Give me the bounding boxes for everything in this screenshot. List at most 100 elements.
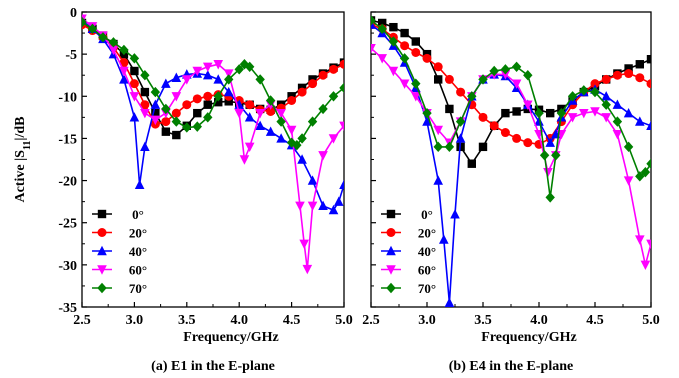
data-point (478, 142, 488, 152)
data-point (234, 64, 244, 75)
data-point (265, 126, 276, 136)
data-point (456, 87, 466, 97)
series-1 (82, 20, 344, 129)
data-point (422, 53, 432, 63)
data-point (433, 125, 443, 136)
data-point (500, 64, 511, 75)
data-point (244, 61, 255, 72)
legend-entry: 60° (418, 263, 436, 278)
x-tick-label: 3.5 (474, 313, 492, 328)
data-point (444, 141, 455, 153)
data-point (646, 120, 651, 130)
data-point (601, 74, 611, 84)
y-tick-label: -20 (58, 175, 77, 190)
data-point (500, 70, 511, 80)
legend-entry: 70° (418, 281, 436, 296)
x-tick-label: 3.0 (418, 313, 436, 328)
series-2 (371, 19, 651, 307)
data-point (371, 44, 376, 54)
data-point (450, 209, 460, 219)
data-point (467, 91, 477, 102)
data-point (244, 112, 255, 122)
data-point (623, 141, 634, 153)
data-point (399, 79, 410, 89)
series-line (371, 23, 651, 303)
data-point (328, 204, 339, 215)
data-point (328, 134, 339, 144)
x-axis-label: Frequency/GHz (183, 330, 278, 345)
data-point (545, 137, 555, 147)
data-point (150, 115, 161, 126)
data-point (623, 176, 634, 186)
series-line (371, 19, 651, 198)
data-point (302, 264, 313, 275)
data-point (339, 82, 344, 94)
data-point (192, 94, 202, 104)
data-point (400, 41, 410, 51)
data-point (239, 59, 250, 70)
data-point (489, 121, 499, 131)
data-point (400, 28, 409, 38)
data-point (511, 79, 522, 89)
data-point (286, 125, 297, 136)
data-point (590, 107, 600, 117)
data-point (445, 104, 454, 114)
data-point (371, 19, 376, 29)
data-point (297, 154, 307, 164)
data-point (192, 121, 202, 132)
data-point (161, 78, 171, 88)
data-point (444, 297, 455, 307)
legend-marker (386, 265, 396, 275)
data-point (108, 37, 119, 48)
data-point (161, 127, 171, 136)
data-point (119, 44, 129, 56)
plot-frame (370, 11, 652, 308)
data-point (545, 192, 555, 203)
legend-entry: 60° (129, 263, 147, 278)
data-point (601, 91, 611, 101)
legend-entry: 20° (418, 226, 436, 241)
data-point (108, 45, 119, 56)
data-point (646, 79, 651, 89)
data-point (377, 54, 387, 64)
data-point (224, 97, 233, 106)
data-point (579, 108, 589, 119)
data-point (523, 70, 533, 81)
data-point (612, 70, 622, 80)
series-0 (82, 18, 344, 140)
y-tick-label: -5 (65, 48, 77, 63)
data-point (266, 106, 276, 116)
x-tick-label: 5.0 (642, 313, 660, 328)
data-point (297, 133, 307, 144)
legend-marker (386, 245, 396, 256)
data-point (161, 103, 171, 115)
data-point (590, 86, 600, 98)
data-point (512, 107, 521, 116)
data-point (193, 108, 202, 118)
data-point (411, 37, 420, 46)
data-point (411, 78, 421, 89)
data-point (161, 117, 171, 127)
data-point (523, 100, 533, 110)
y-axis-label: Active |S11|/dB (13, 116, 33, 202)
x-axis-label: Frequency/GHz (481, 330, 576, 345)
legend: 0° 20° 40° 60° 70° (381, 207, 436, 296)
figure-caption: (a) E1 in the E-plane (151, 359, 275, 374)
legend-entry: 40° (418, 244, 436, 259)
data-point (500, 128, 510, 138)
data-point (82, 16, 87, 28)
legend-entry: 0° (421, 207, 433, 222)
legend-marker (97, 282, 107, 294)
data-point (539, 150, 550, 161)
data-point (635, 60, 644, 69)
data-point (388, 36, 399, 47)
data-point (307, 175, 318, 185)
data-point (213, 91, 223, 102)
data-point (640, 260, 651, 271)
series-4 (82, 16, 344, 151)
data-point (150, 86, 161, 98)
data-point (612, 99, 623, 109)
legend-marker (97, 228, 107, 237)
data-point (624, 69, 634, 79)
data-point (171, 72, 182, 82)
